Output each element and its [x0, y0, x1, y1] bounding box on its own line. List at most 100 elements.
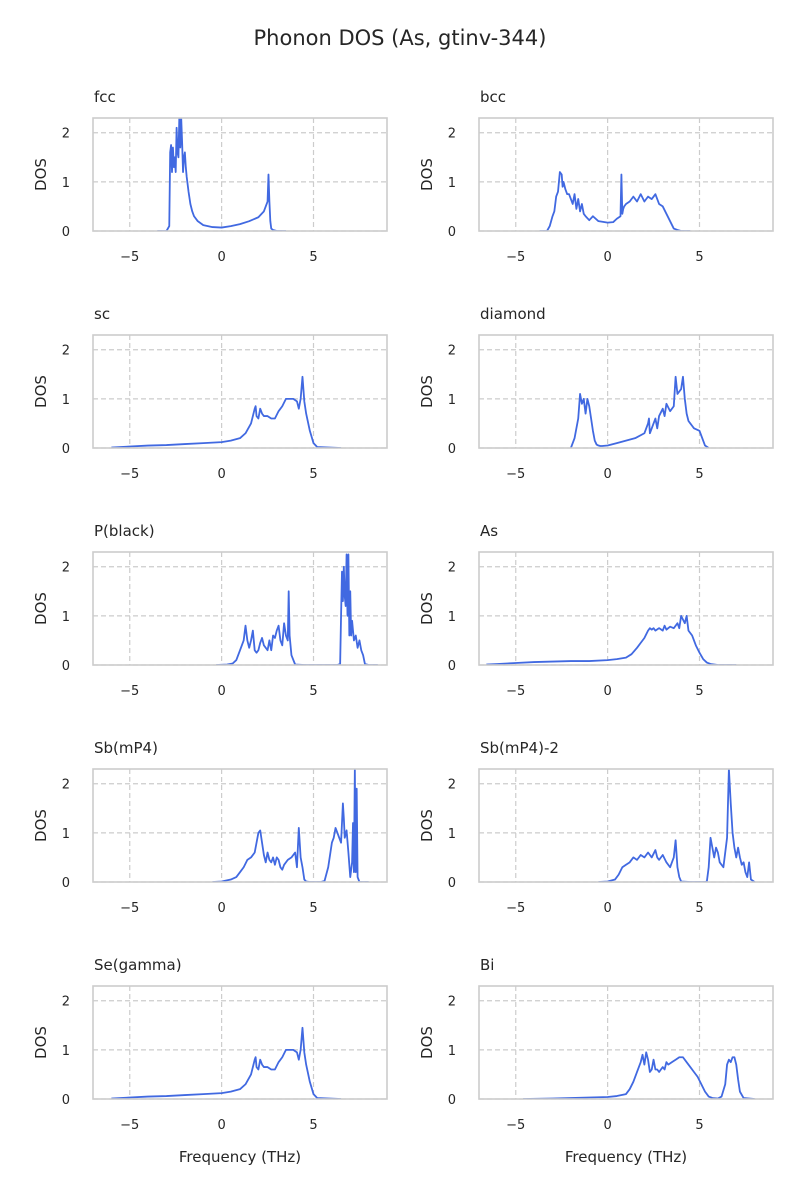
- figure-title: Phonon DOS (As, gtinv-344): [254, 26, 547, 50]
- y-tick-label: 1: [448, 393, 456, 408]
- dos-series-line: [157, 118, 286, 231]
- subplot-se-gamma: Se(gamma) −5 0 5 0 1 2 DOS Frequency (THz): [32, 956, 388, 1166]
- x-tick-label: 5: [309, 250, 317, 265]
- y-tick-label: 0: [62, 876, 70, 891]
- subplot-sb-mp4-2: Sb(mP4)-2 −5 0 5 0 1 2 DOS: [418, 739, 774, 916]
- x-tick-label: 5: [695, 467, 703, 482]
- x-tick-label: −5: [120, 901, 139, 916]
- x-tick-label: −5: [120, 684, 139, 699]
- x-tick-label: 0: [217, 250, 225, 265]
- subplot-title: Sb(mP4)-2: [480, 739, 559, 757]
- y-axis-label: DOS: [32, 375, 50, 408]
- x-tick-label: 5: [309, 684, 317, 699]
- y-axis-label: DOS: [32, 592, 50, 625]
- plot-frame: [478, 334, 774, 449]
- y-tick-label: 0: [448, 659, 456, 674]
- dos-series-line: [216, 553, 378, 665]
- y-axis-label: DOS: [418, 809, 436, 842]
- y-axis-label: DOS: [418, 158, 436, 191]
- plot-frame: [92, 334, 388, 449]
- x-tick-label: −5: [120, 467, 139, 482]
- y-axis-label: DOS: [418, 592, 436, 625]
- x-tick-label: 5: [309, 901, 317, 916]
- y-tick-label: 2: [448, 561, 456, 576]
- y-tick-label: 1: [62, 610, 70, 625]
- y-tick-label: 2: [448, 995, 456, 1010]
- y-tick-label: 0: [62, 1093, 70, 1108]
- x-tick-label: 0: [603, 901, 611, 916]
- y-tick-label: 1: [448, 176, 456, 191]
- x-tick-label: 0: [217, 684, 225, 699]
- y-tick-label: 1: [448, 1044, 456, 1059]
- subplot-p-black: P(black) −5 0 5 0 1 2 DOS: [32, 522, 388, 699]
- y-tick-label: 2: [448, 127, 456, 142]
- x-tick-label: 0: [603, 1118, 611, 1133]
- subplot-title: diamond: [480, 305, 546, 323]
- y-axis-label: DOS: [32, 809, 50, 842]
- plot-frame: [478, 117, 774, 232]
- x-tick-label: −5: [506, 1118, 525, 1133]
- x-tick-label: 0: [217, 901, 225, 916]
- x-tick-label: 5: [695, 1118, 703, 1133]
- dos-series-line: [212, 769, 369, 882]
- y-axis-label: DOS: [418, 1026, 436, 1059]
- dos-series-line: [598, 769, 756, 882]
- y-tick-label: 1: [62, 176, 70, 191]
- subplot-title: bcc: [480, 88, 506, 106]
- y-tick-label: 0: [448, 1093, 456, 1108]
- y-tick-label: 0: [62, 225, 70, 240]
- x-tick-label: −5: [120, 250, 139, 265]
- subplot-grid: fcc −5 0 5 0 1 2 DOS bcc −5 0 5 0 1 2 DOS sc −5 0 5 0 1 2 DOS di…: [32, 88, 774, 1166]
- subplot-title: P(black): [94, 522, 155, 540]
- y-tick-label: 0: [62, 659, 70, 674]
- subplot-title: Sb(mP4): [94, 739, 158, 757]
- subplot-diamond: diamond −5 0 5 0 1 2 DOS: [418, 305, 774, 482]
- plot-frame: [478, 551, 774, 666]
- y-tick-label: 0: [448, 876, 456, 891]
- x-tick-label: 5: [309, 1118, 317, 1133]
- x-tick-label: 0: [603, 250, 611, 265]
- x-tick-label: −5: [506, 250, 525, 265]
- x-tick-label: 5: [695, 684, 703, 699]
- y-tick-label: 1: [448, 610, 456, 625]
- subplot-title: Se(gamma): [94, 956, 182, 974]
- subplot-title: fcc: [94, 88, 116, 106]
- y-axis-label: DOS: [32, 158, 50, 191]
- y-tick-label: 0: [62, 442, 70, 457]
- subplot-sc: sc −5 0 5 0 1 2 DOS: [32, 305, 388, 482]
- y-tick-label: 1: [62, 1044, 70, 1059]
- subplot-as: As −5 0 5 0 1 2 DOS: [418, 522, 774, 699]
- plot-frame: [92, 768, 388, 883]
- x-tick-label: 5: [309, 467, 317, 482]
- x-axis-label: Frequency (THz): [565, 1148, 687, 1166]
- y-tick-label: 2: [448, 778, 456, 793]
- subplot-bi: Bi −5 0 5 0 1 2 DOS Frequency (THz): [418, 956, 774, 1166]
- subplot-title: Bi: [480, 956, 494, 974]
- subplot-sb-mp4: Sb(mP4) −5 0 5 0 1 2 DOS: [32, 739, 388, 916]
- y-tick-label: 0: [448, 225, 456, 240]
- dos-series-line: [111, 1026, 342, 1099]
- dos-series-line: [523, 1051, 755, 1099]
- y-tick-label: 2: [62, 127, 70, 142]
- y-tick-label: 0: [448, 442, 456, 457]
- dos-series-line: [486, 614, 737, 665]
- y-tick-label: 1: [448, 827, 456, 842]
- y-tick-label: 2: [62, 561, 70, 576]
- y-tick-label: 2: [62, 344, 70, 359]
- plot-frame: [92, 117, 388, 232]
- y-tick-label: 2: [62, 778, 70, 793]
- y-tick-label: 2: [62, 995, 70, 1010]
- subplot-title: sc: [94, 305, 110, 323]
- plot-frame: [92, 551, 388, 666]
- x-tick-label: 5: [695, 901, 703, 916]
- x-tick-label: 0: [217, 467, 225, 482]
- y-tick-label: 1: [62, 827, 70, 842]
- x-axis-label: Frequency (THz): [179, 1148, 301, 1166]
- x-tick-label: −5: [506, 684, 525, 699]
- x-tick-label: 0: [603, 467, 611, 482]
- y-tick-label: 1: [62, 393, 70, 408]
- x-tick-label: 0: [603, 684, 611, 699]
- y-tick-label: 2: [448, 344, 456, 359]
- subplot-bcc: bcc −5 0 5 0 1 2 DOS: [418, 88, 774, 265]
